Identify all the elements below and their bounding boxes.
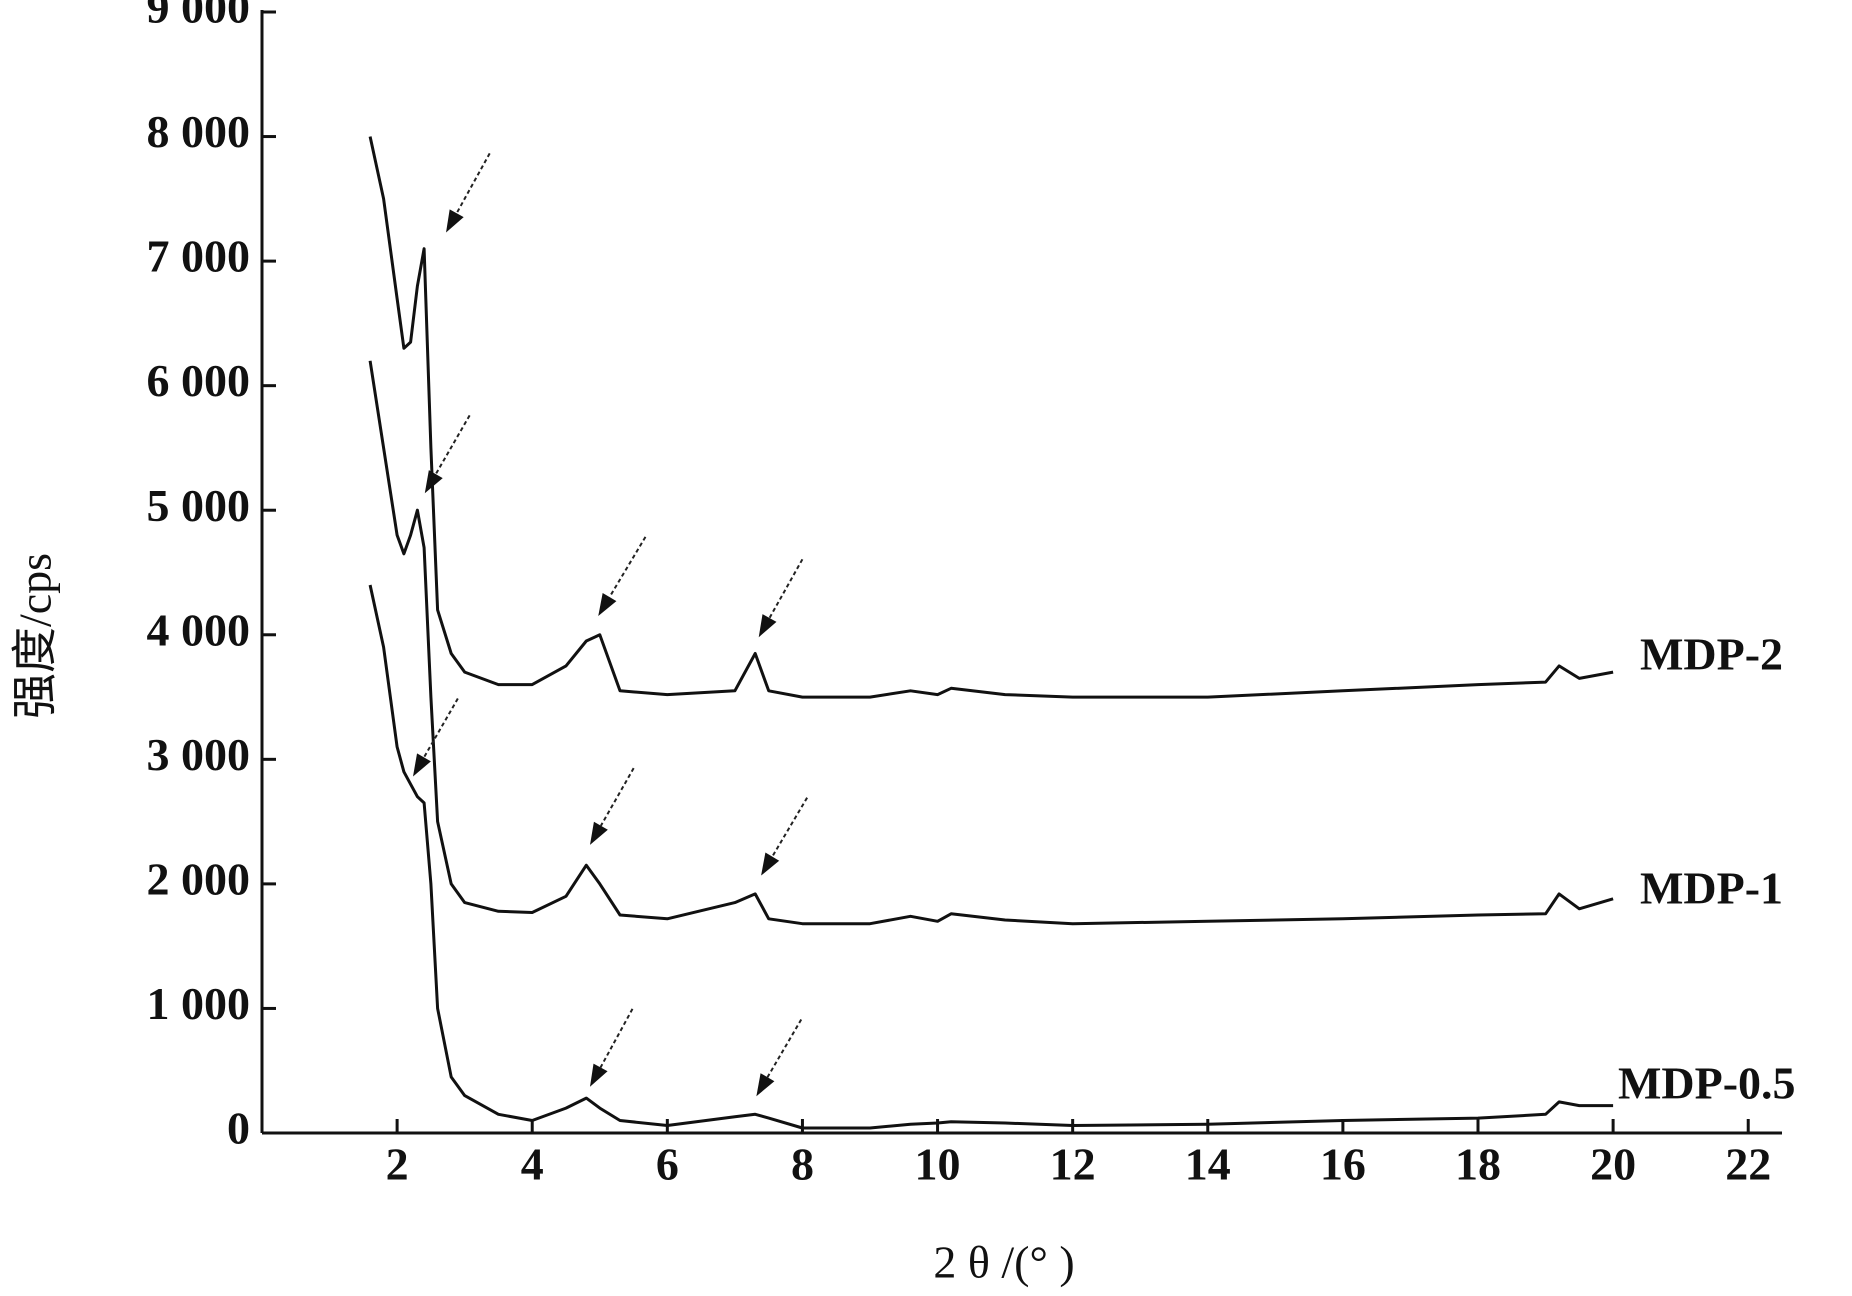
x-tick-label: 16	[1320, 1139, 1366, 1190]
y-tick-label: 5 000	[147, 480, 251, 531]
arrow-shaft	[599, 1008, 634, 1068]
y-tick-label: 2 000	[147, 853, 251, 904]
arrow-head	[756, 1073, 775, 1097]
y-tick-label: 1 000	[147, 978, 251, 1029]
x-axis-label: 2 θ /(° )	[933, 1237, 1074, 1288]
y-tick-label: 3 000	[147, 729, 251, 780]
arrow-shaft	[455, 152, 491, 214]
y-tick-label: 0	[227, 1103, 250, 1154]
x-tick-label: 2	[386, 1139, 409, 1190]
arrow-shaft	[423, 698, 459, 758]
arrow-shaft	[608, 536, 647, 598]
x-tick-label: 14	[1185, 1139, 1231, 1190]
arrow-shaft	[434, 414, 471, 475]
arrow-head	[413, 753, 431, 777]
arrow-head	[758, 614, 777, 638]
y-axis-label: 强度/cps	[10, 553, 61, 719]
y-tick-label: 4 000	[147, 604, 251, 655]
x-tick-label: 20	[1590, 1139, 1636, 1190]
x-tick-label: 6	[656, 1139, 679, 1190]
arrow-shaft	[768, 558, 804, 619]
arrow-head	[590, 821, 608, 845]
series-line	[368, 136, 1614, 699]
arrow-head	[446, 209, 464, 233]
y-tick-label: 6 000	[147, 355, 251, 406]
series-label: MDP-1	[1640, 863, 1783, 914]
x-tick-label: 8	[791, 1139, 814, 1190]
arrow-head	[761, 852, 780, 876]
arrow-head	[590, 1063, 608, 1087]
series-line	[368, 584, 1614, 1130]
y-tick-label: 8 000	[147, 106, 251, 157]
y-tick-label: 7 000	[147, 231, 251, 282]
series-label: MDP-2	[1640, 629, 1783, 680]
arrow-shaft	[600, 767, 635, 827]
y-tick-label: 9 000	[147, 0, 251, 33]
x-tick-label: 18	[1455, 1139, 1501, 1190]
x-tick-label: 22	[1725, 1139, 1771, 1190]
arrow-shaft	[766, 1019, 803, 1078]
x-tick-label: 12	[1050, 1139, 1096, 1190]
series-line	[368, 360, 1614, 926]
x-tick-label: 10	[915, 1139, 961, 1190]
arrow-head	[598, 592, 617, 616]
series-label: MDP-0.5	[1618, 1058, 1796, 1109]
x-tick-label: 4	[521, 1139, 544, 1190]
arrow-shaft	[771, 797, 808, 858]
arrow-head	[424, 470, 443, 494]
